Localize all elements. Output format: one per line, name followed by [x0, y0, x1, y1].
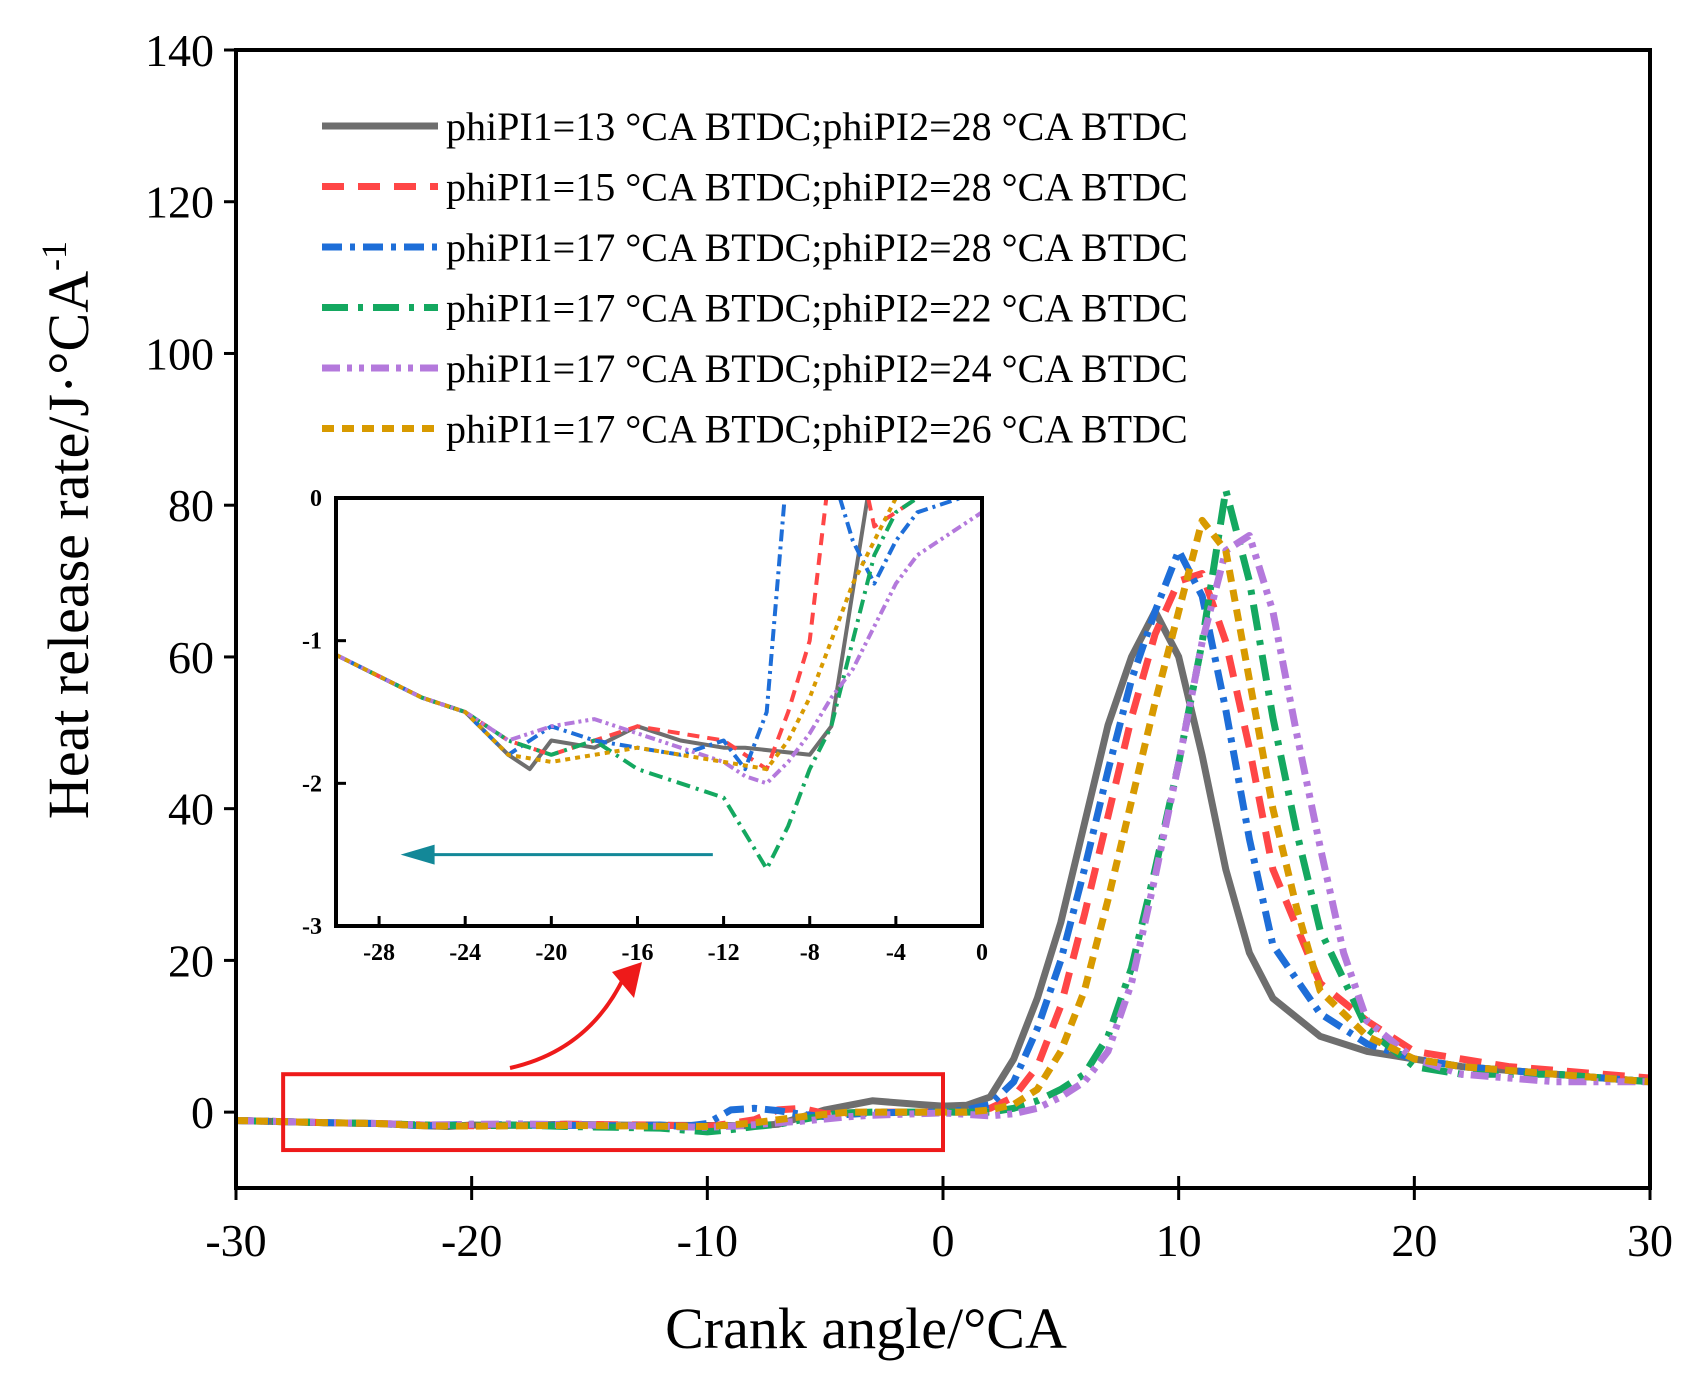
series-line-4 [235, 486, 1651, 1136]
inset-x-tick-label: -4 [886, 940, 906, 966]
inset-series-group [336, 498, 982, 871]
y-tick-label: 120 [145, 177, 214, 228]
x-tick-label: -30 [205, 1215, 266, 1266]
inset-x-tick-label: 0 [976, 940, 988, 966]
series-line-6 [235, 516, 1651, 1130]
x-tick-label: -10 [677, 1215, 738, 1266]
inset-y-tick-label: -1 [302, 629, 322, 655]
zoom-callout-arrow [509, 974, 627, 1070]
legend-label-5: phiPI1=17 °CA BTDC;phiPI2=24 °CA BTDC [446, 346, 1188, 391]
inset-y-tick-label: -2 [302, 771, 322, 797]
x-tick-label: 20 [1391, 1215, 1437, 1266]
y-tick-label: 140 [145, 25, 214, 76]
zoom-callout-arrowhead [612, 962, 642, 998]
y-tick-label: 60 [168, 632, 214, 683]
legend-label-3: phiPI1=17 °CA BTDC;phiPI2=28 °CA BTDC [446, 225, 1188, 270]
y-axis-title: Heat release rate/J·°CA-1 [34, 241, 101, 819]
x-tick-label: 10 [1156, 1215, 1202, 1266]
legend-label-1: phiPI1=13 °CA BTDC;phiPI2=28 °CA BTDC [446, 104, 1188, 149]
x-tick-label: 30 [1627, 1215, 1673, 1266]
inset-x-tick-label: -20 [535, 940, 567, 966]
inset-x-tick-label: -16 [621, 940, 653, 966]
legend-label-4: phiPI1=17 °CA BTDC;phiPI2=22 °CA BTDC [446, 286, 1188, 331]
inset-y-tick-label: 0 [310, 486, 322, 512]
y-tick-label: 40 [168, 784, 214, 835]
inset-x-tick-label: -24 [449, 940, 481, 966]
inset-x-tick-label: -12 [708, 940, 740, 966]
inset-series-line-3 [336, 498, 982, 772]
x-tick-label: 0 [932, 1215, 955, 1266]
inset-series-line-4 [336, 498, 982, 871]
inset-series-line-5 [336, 510, 982, 786]
legend-label-6: phiPI1=17 °CA BTDC;phiPI2=26 °CA BTDC [446, 407, 1188, 452]
zoom-region-box [281, 1072, 945, 1153]
x-tick-label: -20 [441, 1215, 502, 1266]
y-tick-label: 20 [168, 935, 214, 986]
inset-direction-arrow-head [400, 844, 435, 865]
inset-frame [334, 496, 984, 928]
inset-series-line-1 [336, 498, 870, 772]
y-tick-label: 0 [191, 1087, 214, 1138]
y-axis-title-superscript: -1 [34, 241, 74, 271]
legend: phiPI1=13 °CA BTDC;phiPI2=28 °CA BTDC phi… [322, 104, 1188, 452]
inset-x-tick-label: -28 [363, 940, 395, 966]
x-axis-title: Crank angle/°CA [665, 1296, 1067, 1361]
inset-plot-area: -28 -24 -20 -16 -12 -8 -4 0 0 -1 -2 -3 [302, 486, 988, 966]
legend-label-2: phiPI1=15 °CA BTDC;phiPI2=28 °CA BTDC [446, 165, 1188, 210]
inset-x-tick-label: -8 [800, 940, 820, 966]
y-tick-label: 80 [168, 480, 214, 531]
y-axis-title-main: Heat release rate/J·°CA [36, 271, 101, 819]
y-tick-label: 100 [145, 328, 214, 379]
inset-y-tick-label: -3 [302, 914, 322, 940]
